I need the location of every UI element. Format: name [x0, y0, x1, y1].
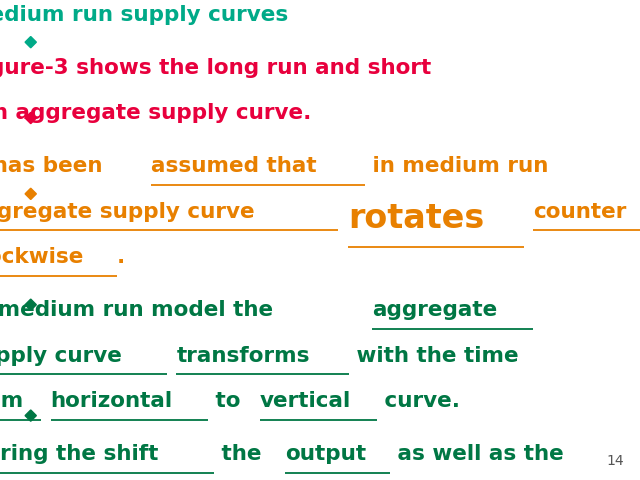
Text: to: to: [208, 392, 248, 411]
Text: transforms: transforms: [177, 346, 310, 366]
Text: the: the: [214, 444, 269, 465]
Text: in medium run: in medium run: [365, 156, 548, 177]
Polygon shape: [25, 36, 36, 48]
Text: run aggregate supply curve.: run aggregate supply curve.: [0, 104, 311, 123]
Polygon shape: [25, 299, 36, 311]
Text: In medium run model the: In medium run model the: [0, 300, 280, 321]
Text: output: output: [285, 444, 366, 465]
Polygon shape: [25, 410, 36, 421]
Text: aggregate: aggregate: [372, 300, 497, 321]
Text: During the shift: During the shift: [0, 444, 158, 465]
Text: horizontal: horizontal: [51, 392, 173, 411]
Polygon shape: [25, 112, 36, 124]
Text: assumed that: assumed that: [152, 156, 317, 177]
Text: curve.: curve.: [378, 392, 460, 411]
Text: as well as the: as well as the: [390, 444, 563, 465]
Text: supply curve: supply curve: [0, 346, 122, 366]
Text: aggregate supply curve: aggregate supply curve: [0, 202, 255, 222]
Text: .: .: [117, 248, 125, 267]
Polygon shape: [25, 188, 36, 200]
Text: rotates: rotates: [348, 202, 484, 235]
Text: counter: counter: [533, 202, 627, 222]
Text: Figure-3 shows the long run and short: Figure-3 shows the long run and short: [0, 58, 431, 78]
Text: with the time: with the time: [349, 346, 518, 366]
Text: vertical: vertical: [260, 392, 351, 411]
Text: medium run supply curves: medium run supply curves: [0, 5, 288, 25]
Text: clockwise: clockwise: [0, 248, 83, 267]
Text: It has been: It has been: [0, 156, 110, 177]
Text: from: from: [0, 392, 24, 411]
Text: 14: 14: [606, 454, 624, 468]
